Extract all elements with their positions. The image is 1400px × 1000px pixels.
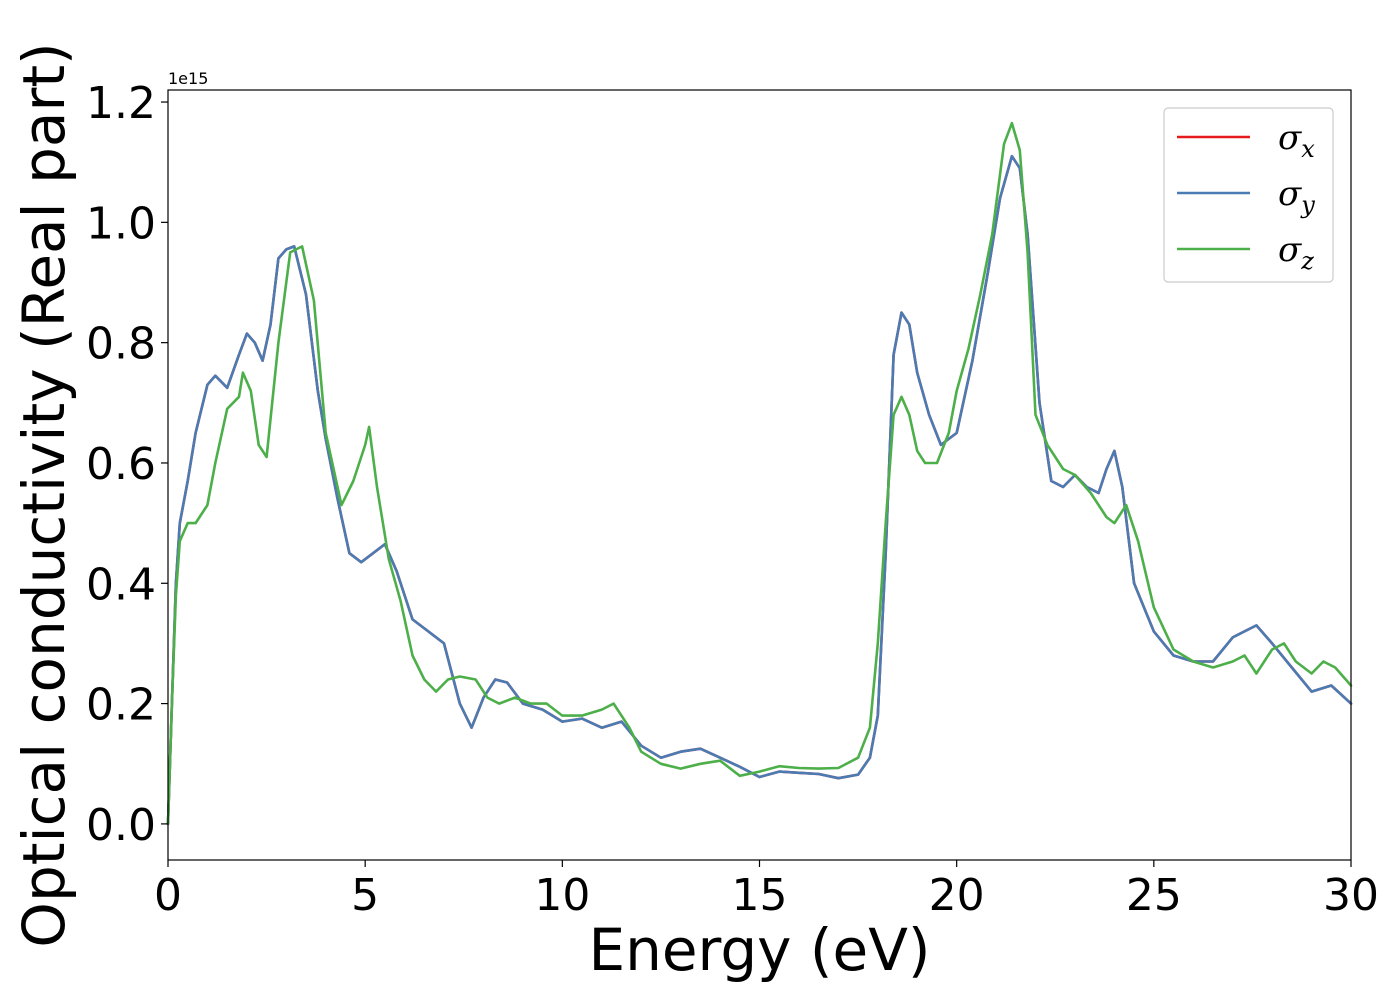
y-tick-label: 0.6 bbox=[86, 439, 156, 490]
x-tick-label: 0 bbox=[154, 870, 182, 921]
x-tick-label: 15 bbox=[732, 870, 788, 921]
x-tick-label: 5 bbox=[351, 870, 379, 921]
x-tick-label: 10 bbox=[534, 870, 590, 921]
y-tick-label: 1.0 bbox=[86, 198, 156, 249]
y-tick-label: 0.8 bbox=[86, 319, 156, 370]
y-tick-label: 0.2 bbox=[86, 680, 156, 731]
y-tick-label: 0.4 bbox=[86, 559, 156, 610]
y-axis-title: Optical conductivity (Real part) bbox=[10, 42, 78, 947]
legend-label-z: σz bbox=[1278, 230, 1314, 275]
legend-label-x: σx bbox=[1278, 118, 1315, 163]
legend-box bbox=[1163, 107, 1334, 283]
x-tick-label: 20 bbox=[929, 870, 985, 921]
series-layer bbox=[166, 121, 1353, 826]
x-tick-label: 30 bbox=[1323, 870, 1379, 921]
legend-label-y: σy bbox=[1278, 174, 1315, 219]
x-axis: 0 5 10 15 20 25 30 bbox=[154, 860, 1379, 921]
y-tick-label: 1.2 bbox=[86, 78, 156, 129]
series-line-z bbox=[166, 121, 1353, 826]
y-axis: 0.0 0.2 0.4 0.6 0.8 1.0 1.2 bbox=[86, 78, 168, 851]
series-line-y bbox=[166, 154, 1353, 826]
x-axis-title: Energy (eV) bbox=[588, 916, 930, 984]
legend: σx σy σz bbox=[1163, 107, 1334, 283]
y-tick-label: 0.0 bbox=[86, 800, 156, 851]
y-axis-offset-label: 1e15 bbox=[168, 69, 208, 88]
x-tick-label: 25 bbox=[1126, 870, 1182, 921]
